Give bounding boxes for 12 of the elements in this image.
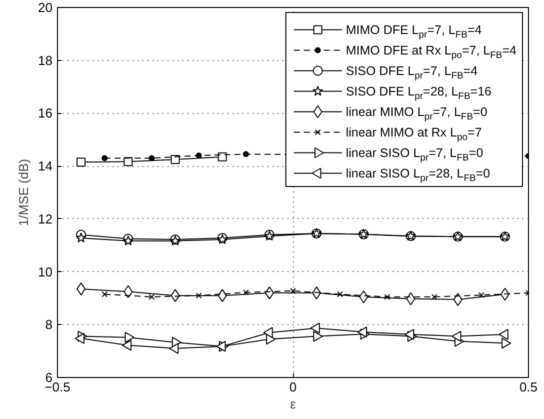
x-tick-label: 0.5 <box>519 380 538 394</box>
y-tick-label: 20 <box>38 0 53 15</box>
x-axis-title: ε <box>290 396 296 412</box>
y-axis-title: 1/MSE (dB) <box>16 158 32 226</box>
y-tick-label: 14 <box>38 158 53 174</box>
y-tick-label: 8 <box>45 317 53 332</box>
y-tick-label: 18 <box>38 52 53 68</box>
y-tick-label: 12 <box>38 211 53 226</box>
y-tick-label: 6 <box>45 370 53 385</box>
y-tick-label: 10 <box>38 264 53 280</box>
x-tick-label: 0 <box>289 380 297 394</box>
y-tick-label: 16 <box>38 106 53 121</box>
